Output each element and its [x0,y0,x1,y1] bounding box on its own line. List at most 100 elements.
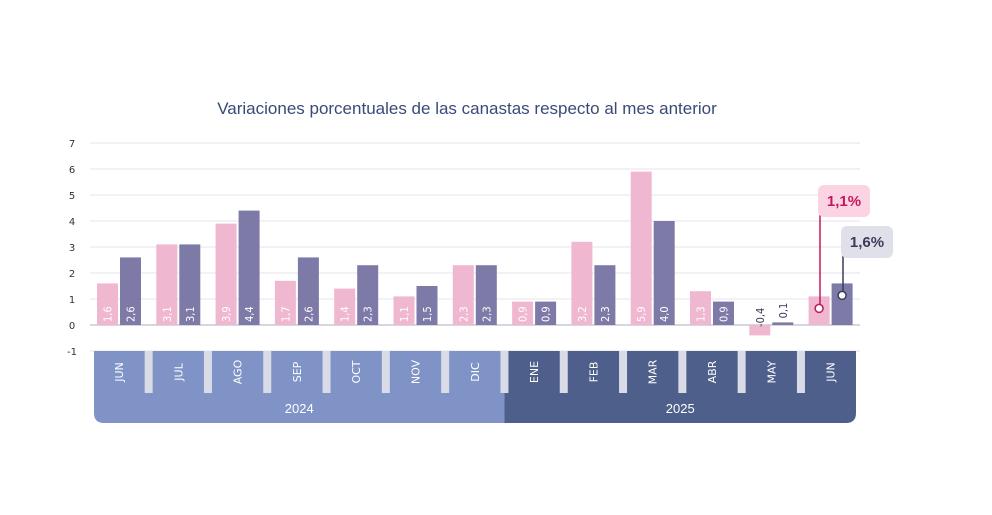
bar-data-label: 2,3 [480,306,493,322]
bar [749,325,771,336]
bar [416,286,438,325]
bar-data-label: 2,6 [302,306,315,322]
y-tick-label: 5 [69,191,75,202]
bar [630,171,652,325]
y-tick-label: 3 [69,243,75,254]
year-labels: 2024 2025 [285,401,695,416]
bar-data-label: 2,6 [125,306,138,322]
bar [475,265,497,325]
callout-box [818,185,870,217]
month-label: NOV [410,359,423,384]
month-separator [619,351,628,393]
year-label: 2024 [285,401,314,416]
bar-data-label: 1,3 [695,306,708,322]
bar [179,244,201,325]
bar [120,257,141,325]
x-axis-bands [94,351,856,423]
month-label: JUL [172,362,185,381]
bar [690,291,711,325]
month-label: AGO [232,359,245,384]
grid [90,142,860,352]
callouts: 1,1% 1,6% [814,185,893,314]
month-label: SEP [291,361,304,382]
month-label: ABR [706,360,719,383]
y-tick-label: 0 [69,321,75,332]
bar-data-label: 4,4 [243,306,256,322]
callout-marker [814,303,824,314]
bar-labels: 1,6 3,1 3,9 1,7 1,4 1,1 2,3 0,9 3,2 5,9 1,3 -0,4 2,6… [102,303,790,327]
bar-data-label: 1,5 [421,306,434,322]
bar [713,301,734,325]
bar-data-label: 2,3 [457,306,470,322]
bar-data-label: 1,6 [102,306,115,322]
bar [274,280,296,325]
month-label: FEB [587,362,600,383]
y-axis-ticks: -1 0 1 2 3 4 5 6 7 [67,139,77,358]
month-separator [737,351,746,393]
callout-box [841,226,893,258]
month-label: MAR [647,359,660,384]
month-label: JUN [113,362,126,383]
month-separator [322,351,331,393]
y-tick-label: 2 [69,269,75,280]
month-separator [500,351,509,393]
month-separator [441,351,450,393]
bar-data-label: 0,9 [540,306,553,322]
bar-data-label: 3,1 [184,306,197,322]
month-label: DIC [469,362,482,382]
bar [357,265,379,325]
bar-data-label: 1,4 [339,306,352,322]
bar [334,288,356,325]
bar [512,301,534,325]
month-separator [144,351,153,393]
bar [238,210,260,325]
bar-data-label: 2,3 [599,306,612,322]
bar [97,283,118,325]
month-label: JUN [825,362,838,383]
month-label: OCT [350,360,363,383]
bars [97,171,853,336]
month-separator [381,351,390,393]
bar [831,283,853,325]
month-separator [559,351,568,393]
bar-data-label: 3,1 [161,306,174,322]
callout-label: 1,6% [850,234,884,251]
y-tick-label: 4 [69,217,75,228]
y-tick-label: -1 [67,347,77,358]
bar-data-label: 0,9 [517,306,530,322]
bar [772,322,794,325]
bar [594,265,616,325]
bar-data-label: 3,9 [220,306,233,322]
y-tick-label: 1 [69,295,75,306]
bar-data-label: 3,2 [576,306,589,322]
bar [571,241,593,325]
month-separator [678,351,687,393]
bar-data-label: 5,9 [635,306,648,322]
month-label: ENE [528,361,541,383]
bar-data-label: -0,4 [754,308,767,327]
bar-data-label: 0,1 [777,303,790,319]
year-label: 2025 [666,401,695,416]
bar [297,257,319,325]
bar-data-label: 1,1 [398,306,411,322]
month-labels: JUN JUL AGO SEP OCT NOV DIC ENE FEB MAR ABR MAY JUN [113,359,838,384]
chart-title: Variaciones porcentuales de las canastas… [217,99,717,118]
band-2024 [94,351,505,423]
bar [156,244,178,325]
bar-data-label: 2,3 [362,306,375,322]
y-tick-label: 7 [69,139,75,150]
bar [653,221,675,325]
month-separator [263,351,272,393]
bar-data-label: 0,9 [718,306,731,322]
y-tick-label: 6 [69,165,75,176]
bar-data-label: 1,7 [279,306,292,322]
bar [215,223,237,325]
callout-marker [837,290,847,301]
bar [535,301,557,325]
bar-data-label: 4,0 [658,306,671,322]
bar [452,265,474,325]
month-label: MAY [765,360,778,383]
bar [393,296,415,325]
callout-label: 1,1% [827,193,861,210]
